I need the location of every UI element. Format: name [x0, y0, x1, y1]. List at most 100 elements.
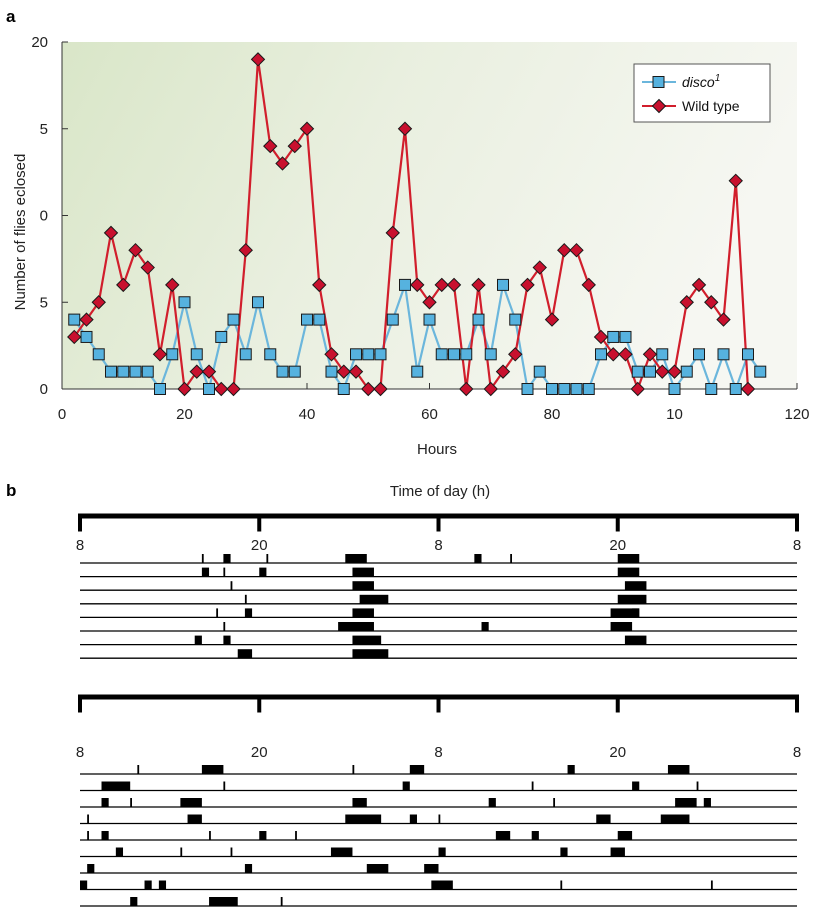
wild-type-point: [263, 138, 278, 154]
wild-type-point: [385, 225, 400, 241]
activity-bout: [223, 567, 226, 577]
wild-type-point: [336, 364, 351, 379]
wild-type-point: [471, 277, 486, 293]
activity-bout: [237, 649, 253, 659]
wild-type-point: [226, 381, 241, 397]
disco-point: [264, 348, 277, 361]
wild-type-point: [312, 277, 327, 293]
disco-point: [215, 330, 228, 343]
time-tick: [436, 513, 441, 532]
activity-bout: [201, 765, 224, 774]
activity-bout: [223, 781, 226, 791]
wild-type-point: [606, 347, 621, 362]
disco-point: [595, 348, 607, 361]
activity-bout: [624, 581, 647, 591]
activity-bout: [266, 554, 269, 563]
wild-type-point: [704, 295, 719, 310]
activity-bout: [632, 608, 640, 618]
activity-bout: [187, 814, 202, 824]
y-tick-label: 5: [40, 121, 48, 138]
activity-bout: [624, 635, 647, 645]
activity-bout: [531, 781, 534, 791]
wild-type-point: [91, 295, 106, 310]
wild-type-point: [299, 121, 315, 136]
activity-bout: [352, 649, 389, 659]
y-tick-label: 0: [40, 208, 48, 225]
activity-bout: [488, 798, 496, 807]
wild-type-point: [495, 364, 511, 379]
disco-point: [460, 348, 473, 361]
time-tick: [436, 694, 441, 713]
activity-bout: [223, 622, 226, 631]
disco-point: [729, 383, 742, 395]
wild-type-point: [324, 347, 339, 362]
disco-point: [166, 348, 179, 361]
legend-box: [633, 63, 771, 123]
activity-bout: [675, 798, 697, 807]
activity-bout: [180, 847, 183, 857]
wild-type-point: [557, 242, 572, 258]
wild-type-point: [397, 121, 413, 136]
disco-point: [619, 330, 632, 343]
time-tick: [615, 513, 620, 532]
activity-bout: [438, 814, 441, 824]
activity-bout: [101, 798, 109, 807]
activity-bout: [201, 554, 204, 563]
time-tick-label: 8: [434, 537, 442, 554]
disco-point: [558, 383, 571, 395]
activity-bout: [352, 567, 374, 577]
wild-type-point: [152, 347, 168, 362]
disco-point: [117, 365, 130, 378]
x-tick-label: 10: [666, 406, 683, 423]
disco-point: [497, 278, 509, 291]
activity-bout: [352, 798, 367, 807]
wild-type-point: [691, 277, 707, 293]
wild-type-point: [520, 277, 535, 293]
activity-bout: [158, 880, 167, 890]
wild-type-point: [618, 347, 633, 362]
disco-point: [521, 383, 534, 395]
legend: disco1 Wild type: [633, 63, 771, 123]
wild-type-point: [716, 312, 731, 327]
disco-point: [227, 313, 240, 326]
activity-bout: [130, 798, 132, 807]
wild-type-point: [642, 347, 658, 362]
activity-bout: [481, 622, 489, 631]
disco-point: [631, 365, 644, 378]
legend-disco-marker: [652, 76, 665, 88]
activity-bout: [710, 880, 713, 890]
activity-bout: [352, 765, 355, 774]
panel-a-letter: a: [6, 7, 16, 26]
activity-bout: [144, 880, 152, 890]
activity-bout: [345, 814, 382, 824]
activity-bout: [345, 554, 367, 563]
disco-point: [484, 348, 497, 361]
time-of-day-title: Time of day (h): [390, 483, 490, 500]
x-tick-label: 60: [421, 406, 438, 423]
time-tick-label: 20: [609, 744, 626, 761]
activity-bout: [560, 847, 568, 857]
time-tick-label: 8: [793, 744, 801, 761]
activity-bout: [230, 847, 233, 857]
wild-type-point: [679, 295, 694, 310]
legend-wild-type-label: Wild type: [682, 98, 740, 114]
wild-type-point: [410, 277, 425, 293]
time-tick: [795, 513, 799, 532]
x-tick-label: 80: [544, 406, 561, 423]
activity-bout: [567, 765, 575, 774]
wild-type-point: [544, 312, 560, 327]
activity-bout: [409, 765, 425, 774]
activity-bout: [352, 608, 374, 618]
disco-point: [668, 383, 681, 395]
activity-bout: [366, 864, 389, 873]
disco-point: [178, 296, 191, 309]
disco-point: [705, 383, 718, 395]
activity-bout: [194, 635, 202, 645]
wild-type-point: [201, 364, 217, 379]
activity-bout: [244, 608, 253, 618]
time-tick: [795, 694, 799, 713]
disco-point: [411, 365, 424, 378]
wild-type-point: [140, 260, 155, 275]
legend-wild-type-marker: [651, 98, 667, 114]
activity-bout: [137, 765, 140, 774]
